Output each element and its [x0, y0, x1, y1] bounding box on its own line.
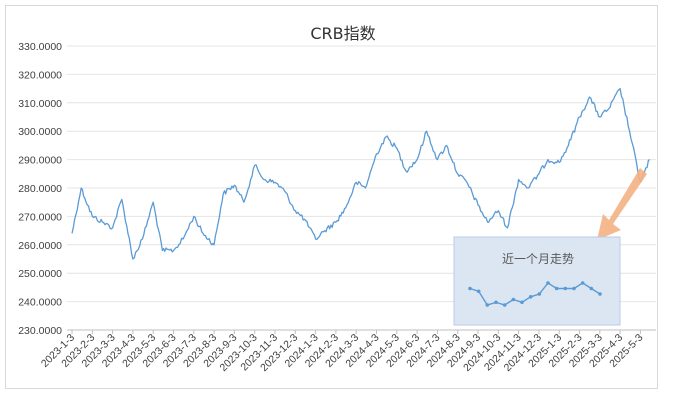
- inset-panel: 近一个月走势: [453, 236, 621, 326]
- y-tick-label: 310.0000: [18, 98, 62, 110]
- y-tick-label: 270.0000: [18, 211, 62, 223]
- chart-title: CRB指数: [310, 24, 375, 43]
- inset-point: [511, 297, 516, 302]
- inset-point: [580, 281, 585, 285]
- inset-point: [485, 303, 490, 307]
- callout-arrow: [597, 168, 647, 240]
- y-tick-label: 230.0000: [18, 325, 62, 337]
- inset-point: [502, 303, 507, 307]
- inset-point: [494, 300, 498, 305]
- inset-point: [537, 292, 542, 296]
- inset-background: [453, 236, 621, 326]
- y-tick-label: 260.0000: [18, 240, 62, 252]
- y-tick-label: 290.0000: [18, 155, 62, 167]
- inset-point: [546, 281, 550, 285]
- inset-point: [554, 286, 559, 291]
- inset-point: [476, 289, 481, 294]
- inset-point: [563, 286, 568, 291]
- y-tick-label: 280.0000: [18, 183, 62, 195]
- inset-point: [520, 300, 524, 305]
- callout-arrow-shape: [597, 168, 647, 240]
- y-tick-label: 300.0000: [18, 126, 62, 138]
- y-tick-label: 240.0000: [18, 297, 62, 309]
- inset-point: [598, 292, 602, 296]
- y-tick-label: 250.0000: [18, 268, 62, 280]
- y-tick-label: 330.0000: [18, 41, 62, 53]
- y-tick-label: 320.0000: [18, 69, 62, 81]
- inset-point: [572, 286, 576, 291]
- inset-title: 近一个月走势: [502, 252, 574, 266]
- y-axis: 230.0000 240.0000 250.0000 260.0000 270.0000…: [18, 41, 62, 337]
- series-line: [71, 87, 651, 260]
- main-series: [71, 87, 651, 260]
- inset-point: [589, 286, 594, 291]
- inset-series: [468, 281, 602, 307]
- inset-line: [469, 282, 601, 306]
- inset-point: [528, 295, 533, 299]
- inset-point: [468, 286, 472, 291]
